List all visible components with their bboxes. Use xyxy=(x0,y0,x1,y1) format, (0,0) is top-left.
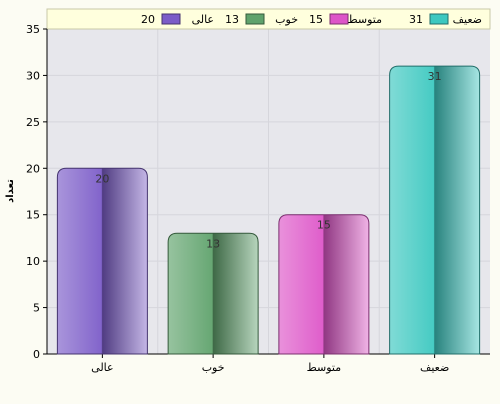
legend: 20 عالی 13 خوب 15 متوسط 31 ضعیف xyxy=(141,13,482,26)
legend-label: عالی xyxy=(192,13,214,26)
legend-swatch xyxy=(245,13,265,25)
y-tick-label: 5 xyxy=(33,302,40,315)
y-tick-label: 10 xyxy=(26,255,40,268)
bar xyxy=(389,65,481,355)
bar-value-label: 31 xyxy=(428,70,442,83)
legend-swatch xyxy=(429,13,449,25)
x-axis-ticks: عالی خوب متوسط ضعیف xyxy=(91,354,449,374)
y-tick-label: 30 xyxy=(26,69,40,82)
legend-box xyxy=(46,8,491,30)
bar xyxy=(167,232,259,355)
legend-value: 13 xyxy=(225,13,239,26)
y-tick-label: 20 xyxy=(26,162,40,175)
legend-value: 20 xyxy=(141,13,155,26)
bar xyxy=(278,214,370,355)
legend-value: 15 xyxy=(309,13,323,26)
legend-swatch xyxy=(329,13,349,25)
y-tick-label: 25 xyxy=(26,116,40,129)
x-tick-label: ضعیف xyxy=(420,361,449,374)
legend-label: متوسط xyxy=(347,13,382,26)
bar-value-label: 20 xyxy=(95,172,109,185)
bar-value-label: 15 xyxy=(317,219,331,232)
y-tick-label: 35 xyxy=(26,23,40,36)
bar xyxy=(56,167,148,355)
x-tick-label: خوب xyxy=(202,361,225,374)
legend-value: 31 xyxy=(409,13,423,26)
bars: 20 13 15 31 xyxy=(56,65,481,355)
y-tick-label: 15 xyxy=(26,209,40,222)
x-tick-label: عالی xyxy=(91,361,113,374)
y-axis-label: تعداد xyxy=(5,179,16,203)
y-tick-label: 0 xyxy=(33,348,40,361)
x-tick-label: متوسط xyxy=(307,361,342,374)
y-axis-ticks: 0 5 10 15 20 25 30 35 xyxy=(26,23,47,361)
legend-swatch xyxy=(161,13,181,25)
legend-label: خوب xyxy=(275,13,298,26)
bar-value-label: 13 xyxy=(206,237,220,250)
legend-label: ضعیف xyxy=(453,13,482,26)
